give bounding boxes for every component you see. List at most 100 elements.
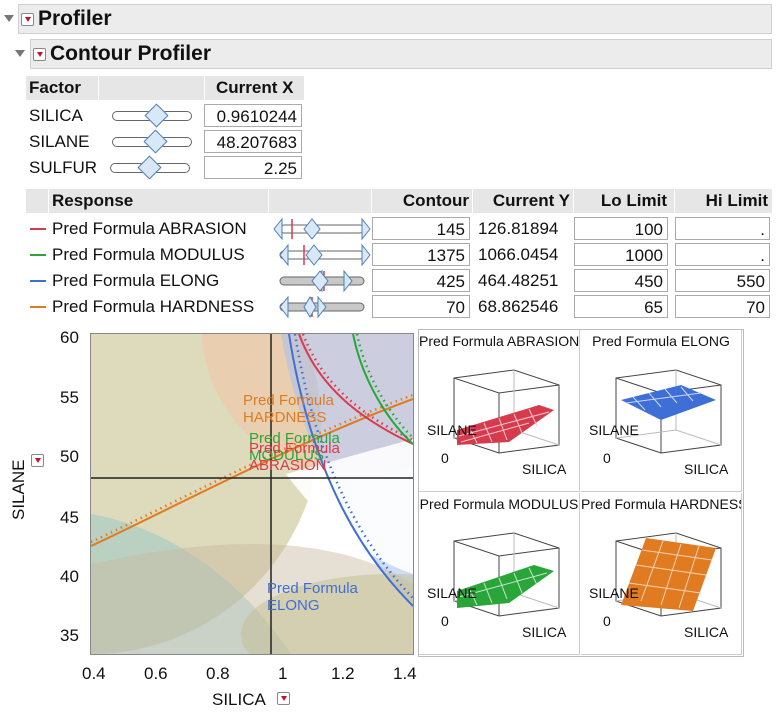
surface-x-label: SILICA — [522, 461, 567, 477]
hardness-contour-field[interactable]: 70 — [372, 295, 470, 318]
surface-z-label: 0 — [603, 450, 611, 466]
factor-name: SILICA — [29, 106, 83, 125]
silane-slider-handle[interactable] — [143, 129, 168, 154]
factor-name: SILANE — [29, 132, 90, 151]
y-tick: 50 — [60, 447, 79, 466]
elong-contour-field[interactable]: 425 — [372, 269, 470, 292]
sulfur-current-x-field[interactable]: 2.25 — [204, 156, 302, 179]
silica-slider-handle[interactable] — [144, 103, 169, 128]
surface-y-label: SILANE — [589, 585, 639, 601]
elong-current-y: 464.48251 — [478, 271, 559, 290]
x-tick: 1.4 — [393, 664, 417, 683]
current-y-column-header: Current Y — [492, 191, 570, 210]
contour-plot[interactable]: Pred Formula HARDNESS Pred Formula MODUL… — [90, 333, 414, 655]
elong-hi-limit-field[interactable]: 550 — [675, 269, 770, 292]
modulus-lo-limit-field[interactable]: 1000 — [574, 243, 668, 266]
silica-current-x-field[interactable]: 0.9610244 — [204, 104, 302, 127]
factor-name: SULFUR — [29, 158, 98, 177]
abrasion-contour-line — [298, 334, 413, 445]
hardness-line-sample — [30, 306, 46, 308]
contour-profiler-outline-header[interactable]: Contour Profiler — [30, 39, 772, 69]
sulfur-slider-handle[interactable] — [137, 155, 162, 180]
modulus-line-sample — [30, 254, 46, 256]
hardness-surface-canvas[interactable] — [581, 493, 742, 655]
bottom-tan-region — [241, 574, 413, 654]
factor-column-header: Factor — [29, 78, 81, 97]
surface-z-label: 0 — [441, 613, 449, 629]
hardness-curve-label: Pred Formula HARDNESS — [243, 392, 334, 426]
response-name: Pred Formula MODULUS — [52, 245, 245, 264]
x-tick: 0.6 — [144, 664, 168, 683]
x-tick: 1 — [278, 664, 288, 683]
surface-y-label: SILANE — [427, 585, 477, 601]
modulus-current-y: 1066.0454 — [478, 245, 559, 264]
elong-line-sample — [30, 280, 46, 282]
contour-plot-canvas[interactable] — [91, 334, 413, 654]
profiler-outline-header[interactable]: Profiler — [18, 4, 772, 34]
hardness-surface-plot[interactable]: Pred Formula HARDNESS SILANE 0 SILICA — [581, 493, 742, 655]
hardness-contour-dots — [91, 393, 413, 544]
elong-curve-label: Pred Formula ELONG — [267, 580, 358, 614]
hi-limit-column-header: Hi Limit — [705, 191, 768, 210]
surface-x-label: SILICA — [684, 461, 729, 477]
abrasion-line-sample — [30, 228, 46, 230]
surface-plot-grid: Pred Formula ABRASION SILANE 0 SILICA Pr… — [418, 329, 744, 657]
response-name: Pred Formula ELONG — [52, 271, 220, 290]
profiler-title: Profiler — [38, 7, 112, 30]
y-tick: 35 — [60, 626, 79, 645]
hardness-contour-slider[interactable] — [272, 295, 372, 319]
abrasion-surface-canvas[interactable] — [419, 330, 580, 492]
modulus-hi-limit-field[interactable]: . — [675, 243, 770, 266]
response-name: Pred Formula ABRASION — [52, 219, 247, 238]
hardness-hi-limit-field[interactable]: 70 — [675, 295, 770, 318]
y-tick: 40 — [60, 567, 79, 586]
response-name: Pred Formula HARDNESS — [52, 297, 255, 316]
current-x-column-header: Current X — [216, 78, 294, 97]
silane-current-x-field[interactable]: 48.207683 — [204, 130, 302, 153]
abrasion-hi-limit-field[interactable]: . — [675, 217, 770, 240]
abrasion-surface-plot[interactable]: Pred Formula ABRASION SILANE 0 SILICA — [419, 330, 580, 492]
abrasion-contour-field[interactable]: 145 — [372, 217, 470, 240]
factor-table: Factor Current X SILICA 0.9610244 SILANE… — [26, 76, 306, 181]
contour-profiler-title: Contour Profiler — [50, 42, 211, 65]
y-tick: 60 — [60, 328, 79, 347]
profiler-disclosure-icon[interactable] — [4, 15, 14, 22]
modulus-contour-slider[interactable] — [272, 243, 372, 267]
abrasion-lo-limit-field[interactable]: 100 — [574, 217, 668, 240]
modulus-curve-label: Pred Formula MODULUS — [249, 430, 340, 464]
contour-column-header: Contour — [402, 191, 469, 210]
profiler-menu-icon[interactable] — [21, 12, 34, 26]
abrasion-curve-label: Pred Formula ABRASION — [249, 440, 340, 474]
surface-z-label: 0 — [441, 450, 449, 466]
surface-plot-title: Pred Formula HARDNESS — [581, 496, 742, 512]
contour-profiler-disclosure-icon[interactable] — [15, 50, 25, 57]
abrasion-current-y: 126.81894 — [478, 219, 559, 238]
response-table-header — [26, 189, 772, 213]
modulus-surface-plot[interactable]: Pred Formula MODULUS SILANE 0 SILICA — [419, 493, 580, 655]
response-table: Response Contour Current Y Lo Limit Hi L… — [26, 189, 772, 324]
lo-limit-column-header: Lo Limit — [600, 191, 667, 210]
abrasion-contour-slider[interactable] — [272, 217, 372, 241]
hardness-current-y: 68.862546 — [478, 297, 559, 316]
hardness-lo-limit-field[interactable]: 65 — [574, 295, 668, 318]
contour-profiler-menu-icon[interactable] — [33, 47, 46, 61]
surface-plot-title: Pred Formula MODULUS — [419, 496, 579, 512]
modulus-shade-region — [91, 514, 291, 654]
x-tick: 0.8 — [206, 664, 230, 683]
modulus-surface-canvas[interactable] — [419, 493, 580, 655]
surface-x-label: SILICA — [522, 624, 567, 640]
elong-contour-slider[interactable] — [272, 269, 372, 293]
y-axis-label: SILANE — [9, 459, 28, 520]
elong-surface-canvas[interactable] — [581, 330, 742, 492]
y-axis-menu-icon[interactable] — [31, 454, 44, 467]
surface-y-label: SILANE — [589, 422, 639, 438]
elong-lo-limit-field[interactable]: 450 — [574, 269, 668, 292]
elong-contour-line — [288, 334, 413, 607]
modulus-contour-dots — [355, 334, 413, 439]
modulus-contour-field[interactable]: 1375 — [372, 243, 470, 266]
x-tick: 1.2 — [331, 664, 355, 683]
factor-table-header — [26, 76, 304, 100]
x-axis-menu-icon[interactable] — [277, 692, 290, 705]
y-tick: 45 — [60, 508, 79, 527]
elong-surface-plot[interactable]: Pred Formula ELONG SILANE 0 SILICA — [581, 330, 742, 492]
